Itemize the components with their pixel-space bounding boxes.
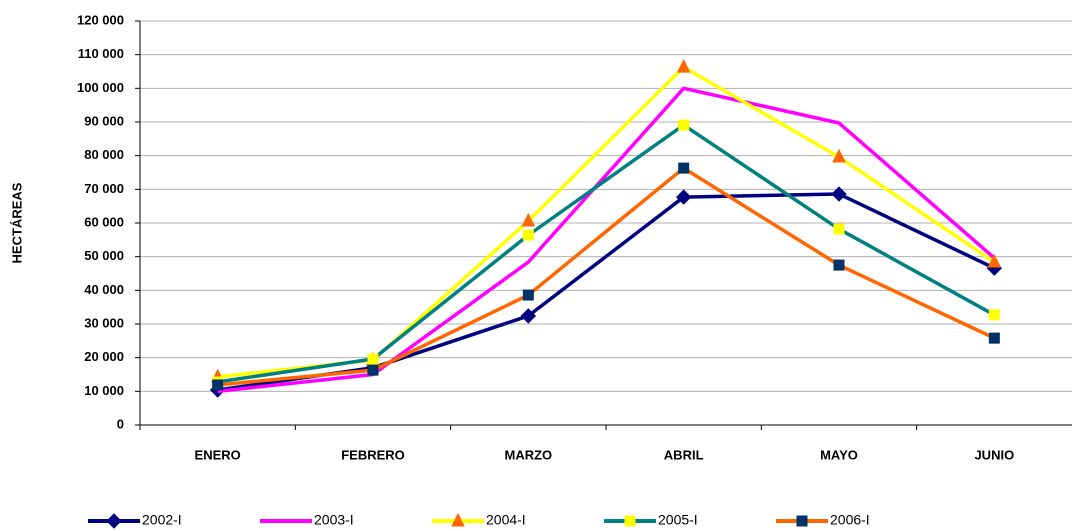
point-marker [212, 379, 224, 391]
x-tick-label: ABRIL [664, 447, 704, 462]
legend-label: 2005-I [658, 512, 698, 528]
series-line [217, 166, 996, 387]
y-axis-label: HECTÁREAS [9, 182, 24, 263]
point-marker [678, 119, 690, 131]
point-marker [675, 189, 692, 205]
x-tick-label: FEBRERO [341, 447, 405, 462]
legend-marker [624, 515, 636, 527]
point-marker [367, 364, 379, 376]
series-line [217, 86, 996, 394]
y-tick-label: 10 000 [84, 383, 124, 398]
legend-label: 2003-I [314, 512, 354, 528]
y-tick-label: 40 000 [84, 282, 124, 297]
point-marker [988, 309, 1000, 321]
y-tick-label: 50 000 [84, 248, 124, 263]
point-marker [987, 253, 1002, 268]
legend-label: 2004-I [486, 512, 526, 528]
point-marker [522, 289, 534, 301]
x-tick-label: ENERO [195, 447, 241, 462]
y-tick-label: 70 000 [84, 181, 124, 196]
y-tick-label: 90 000 [84, 113, 124, 128]
legend-marker [796, 515, 808, 527]
series-line [217, 65, 996, 379]
point-marker [833, 259, 845, 271]
point-marker [522, 229, 534, 241]
y-tick-label: 0 [117, 416, 124, 431]
y-tick-label: 100 000 [77, 80, 124, 95]
legend-marker [106, 513, 122, 529]
point-marker [833, 223, 845, 235]
y-tick-label: 80 000 [84, 147, 124, 162]
y-tick-label: 120 000 [77, 12, 124, 27]
x-tick-label: MAYO [820, 447, 858, 462]
x-tick-label: MARZO [504, 447, 552, 462]
point-marker [676, 59, 691, 73]
point-marker [678, 162, 690, 174]
point-marker [988, 332, 1000, 344]
point-marker [831, 186, 847, 202]
y-tick-label: 30 000 [84, 315, 124, 330]
point-marker [520, 308, 537, 324]
y-tick-label: 20 000 [84, 349, 124, 364]
legend-label: 2002-I [142, 512, 182, 528]
y-tick-label: 60 000 [84, 214, 124, 229]
point-marker [367, 353, 379, 365]
legend-marker [451, 512, 465, 527]
point-marker [521, 212, 536, 227]
series-line [217, 123, 996, 384]
point-marker [832, 148, 846, 163]
y-tick-label: 110 000 [78, 46, 124, 61]
legend-label: 2006-I [830, 512, 870, 528]
x-tick-label: JUNIO [974, 447, 1014, 462]
